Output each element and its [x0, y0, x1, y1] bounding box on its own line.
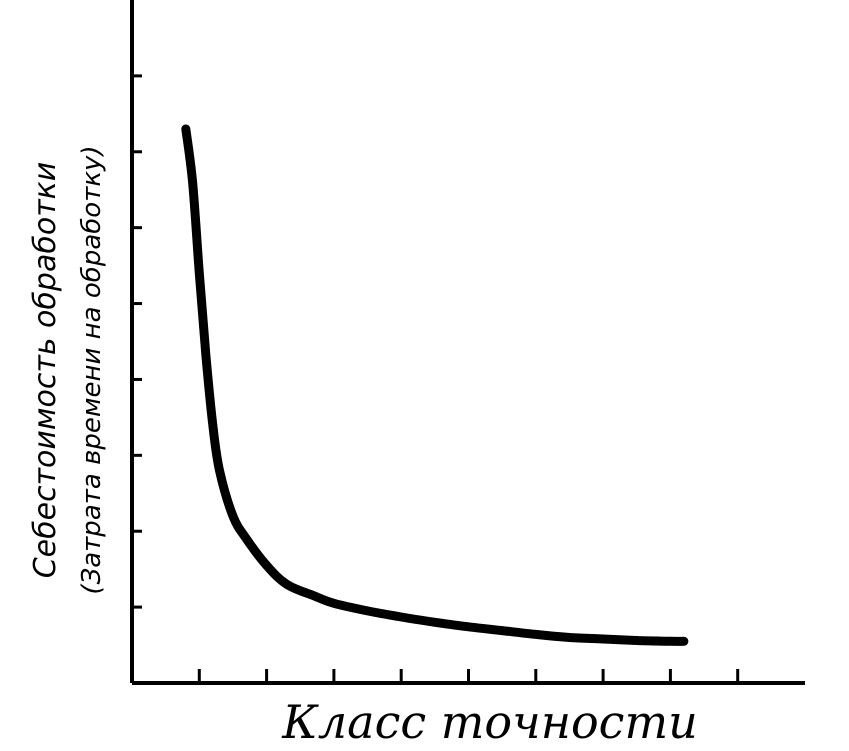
x-axis-label: Класс точности [281, 695, 697, 749]
axes [130, 0, 805, 685]
series-group [181, 124, 689, 646]
y-axis-sublabel: (Затрата времени на обработку) [77, 145, 107, 594]
series-line-0 [181, 124, 689, 646]
tick-marks [132, 74, 740, 683]
y-axis-label: Себестоимость обработки [28, 162, 63, 579]
